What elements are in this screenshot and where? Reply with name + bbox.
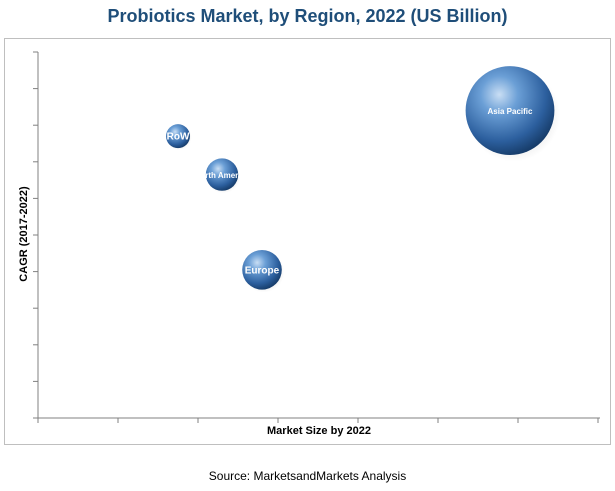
bubble-north-america [205,158,239,191]
bubble-label: North America [195,171,250,180]
source-note: Source: MarketsandMarkets Analysis [208,469,407,483]
chart-title: Probiotics Market, by Region, 2022 (US B… [107,6,508,26]
bubble-asia-pacific [465,66,555,155]
bubble-europe [242,249,282,290]
bubble-label: Asia Pacific [488,107,533,116]
bubble-row [166,124,190,149]
bubble-label: RoW [167,132,190,143]
y-axis-label: CAGR (2017-2022) [18,186,30,282]
bubble-label: Europe [245,265,280,276]
chart-frame [4,38,611,445]
x-axis-label: Market Size by 2022 [267,425,371,437]
